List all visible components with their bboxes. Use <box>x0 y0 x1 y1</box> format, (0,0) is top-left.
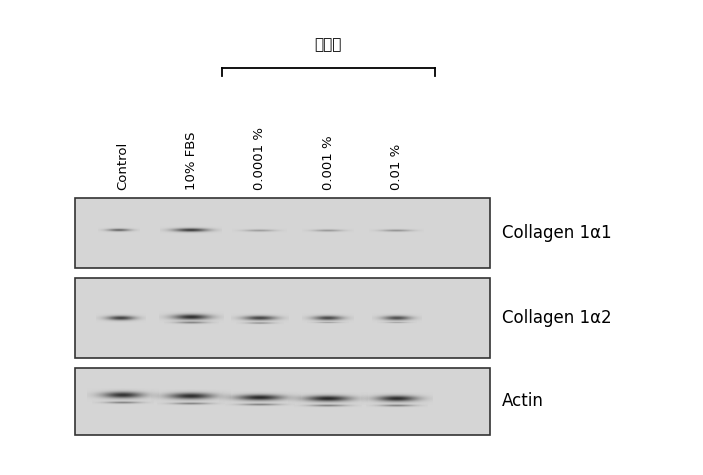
Text: Collagen 1α1: Collagen 1α1 <box>502 224 612 242</box>
Text: Collagen 1α2: Collagen 1α2 <box>502 309 612 327</box>
Text: 월입물: 월입물 <box>314 37 342 52</box>
Text: Actin: Actin <box>502 392 544 410</box>
Bar <box>75 368 490 435</box>
Text: Control: Control <box>116 142 129 190</box>
Text: 0.0001 %: 0.0001 % <box>253 127 266 190</box>
Text: 10% FBS: 10% FBS <box>185 132 198 190</box>
Bar <box>75 278 490 358</box>
Bar <box>75 198 490 268</box>
Text: 0.01 %: 0.01 % <box>390 144 403 190</box>
Text: 0.001 %: 0.001 % <box>322 135 335 190</box>
